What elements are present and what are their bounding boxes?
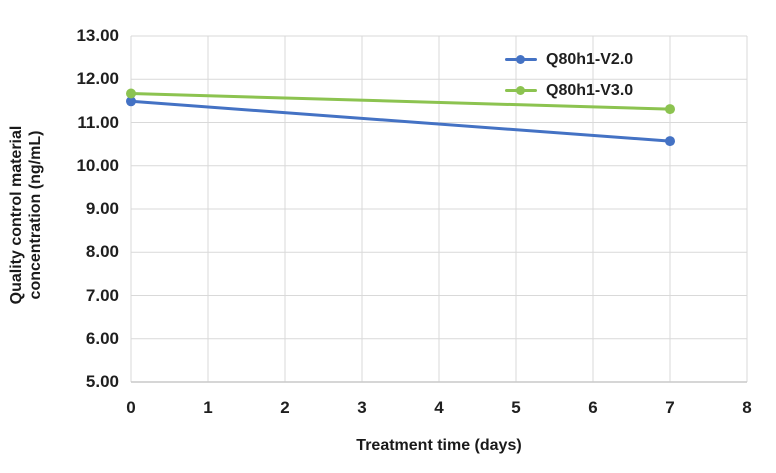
data-point-marker (126, 88, 136, 99)
y-tick-label: 12.00 (76, 69, 119, 89)
x-tick-label: 8 (742, 398, 752, 417)
x-tick-label: 3 (357, 398, 367, 417)
x-tick-label: 6 (588, 398, 598, 417)
series-line-0 (129, 99, 672, 143)
data-point-marker (665, 104, 675, 115)
legend-line-marker-icon (505, 55, 537, 64)
legend: Q80h1-V2.0 Q80h1-V3.0 (505, 45, 633, 105)
x-tick-label: 2 (280, 398, 290, 417)
data-point-marker (665, 136, 675, 147)
y-tick-label: 9.00 (85, 199, 119, 218)
y-tick-label: 5.00 (85, 372, 119, 391)
series-line-1 (129, 92, 672, 111)
x-tick-label: 7 (665, 398, 675, 417)
y-tick-label: 10.00 (76, 155, 119, 175)
legend-label: Q80h1-V3.0 (546, 81, 634, 99)
x-tick-label: 5 (511, 398, 521, 417)
x-tick-label: 4 (434, 398, 444, 417)
legend-item-v2: Q80h1-V2.0 (505, 45, 633, 74)
y-tick-label: 11.00 (77, 112, 119, 132)
y-axis-title-line1: Quality control material (8, 125, 25, 305)
y-tick-label: 6.00 (85, 328, 119, 348)
legend-label: Q80h1-V2.0 (546, 50, 634, 68)
y-tick-label: 8.00 (85, 242, 119, 262)
x-tick-label: 1 (203, 398, 213, 417)
legend-line-marker-icon (505, 86, 537, 95)
y-tick-label: 13.00 (76, 26, 119, 45)
x-axis-title: Treatment time (days) (356, 437, 522, 454)
x-tick-label: 0 (126, 398, 136, 417)
data-point-marker (126, 96, 136, 107)
y-tick-label: 7.00 (85, 285, 119, 305)
legend-item-v3: Q80h1-V3.0 (505, 76, 633, 105)
